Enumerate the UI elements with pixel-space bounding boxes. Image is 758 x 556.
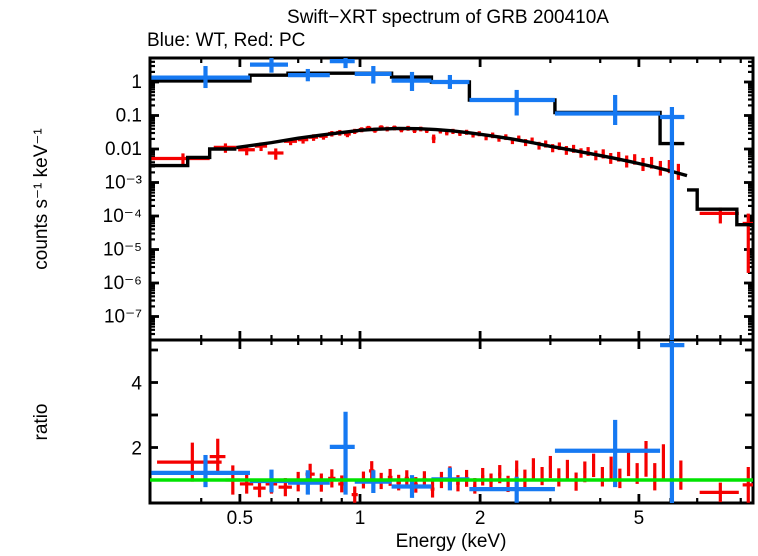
spectrum-panel-frame xyxy=(148,56,755,342)
y-tick-label: 10⁻³ xyxy=(105,173,143,194)
x-tick-label: 2 xyxy=(475,508,486,529)
y-tick-label: 0.01 xyxy=(105,139,142,160)
pc-model-steps-left xyxy=(151,147,237,168)
pc-model-curve xyxy=(236,126,688,178)
ratio-y-tick-label: 4 xyxy=(131,374,142,395)
pc-model-steps-right xyxy=(686,188,753,227)
plot-content: 0.5 1 2 5 1 0.1 0.01 10⁻³ 10⁻⁴ 10⁻⁵ 10⁻⁶ 10⁻⁷ 2 4 xyxy=(103,56,755,529)
x-tick-label: 1 xyxy=(355,508,366,529)
y-axis-label-ratio: ratio xyxy=(31,404,52,441)
y-tick-label: 10⁻⁶ xyxy=(103,273,142,294)
y-tick-label: 0.1 xyxy=(116,106,142,127)
ratio-panel-frame xyxy=(148,338,755,505)
spectrum-data-group xyxy=(151,58,753,340)
x-tick-label: 5 xyxy=(634,508,645,529)
chart-title: Swift−XRT spectrum of GRB 200410A xyxy=(287,7,609,28)
y-tick-label: 10⁻⁵ xyxy=(103,240,142,261)
chart-subtitle: Blue: WT, Red: PC xyxy=(147,30,305,51)
ratio-y-tick-label: 2 xyxy=(131,439,142,460)
y-tick-label: 1 xyxy=(131,72,142,93)
ratio-data-group xyxy=(150,340,753,503)
y-tick-label: 10⁻⁴ xyxy=(103,206,142,227)
wt-model-steps xyxy=(151,71,685,146)
y-tick-label: 10⁻⁷ xyxy=(104,307,142,328)
y-axis-label-counts: counts s⁻¹ keV⁻¹ xyxy=(31,128,52,270)
x-tick-label: 0.5 xyxy=(227,508,253,529)
x-axis-label: Energy (keV) xyxy=(396,531,507,552)
